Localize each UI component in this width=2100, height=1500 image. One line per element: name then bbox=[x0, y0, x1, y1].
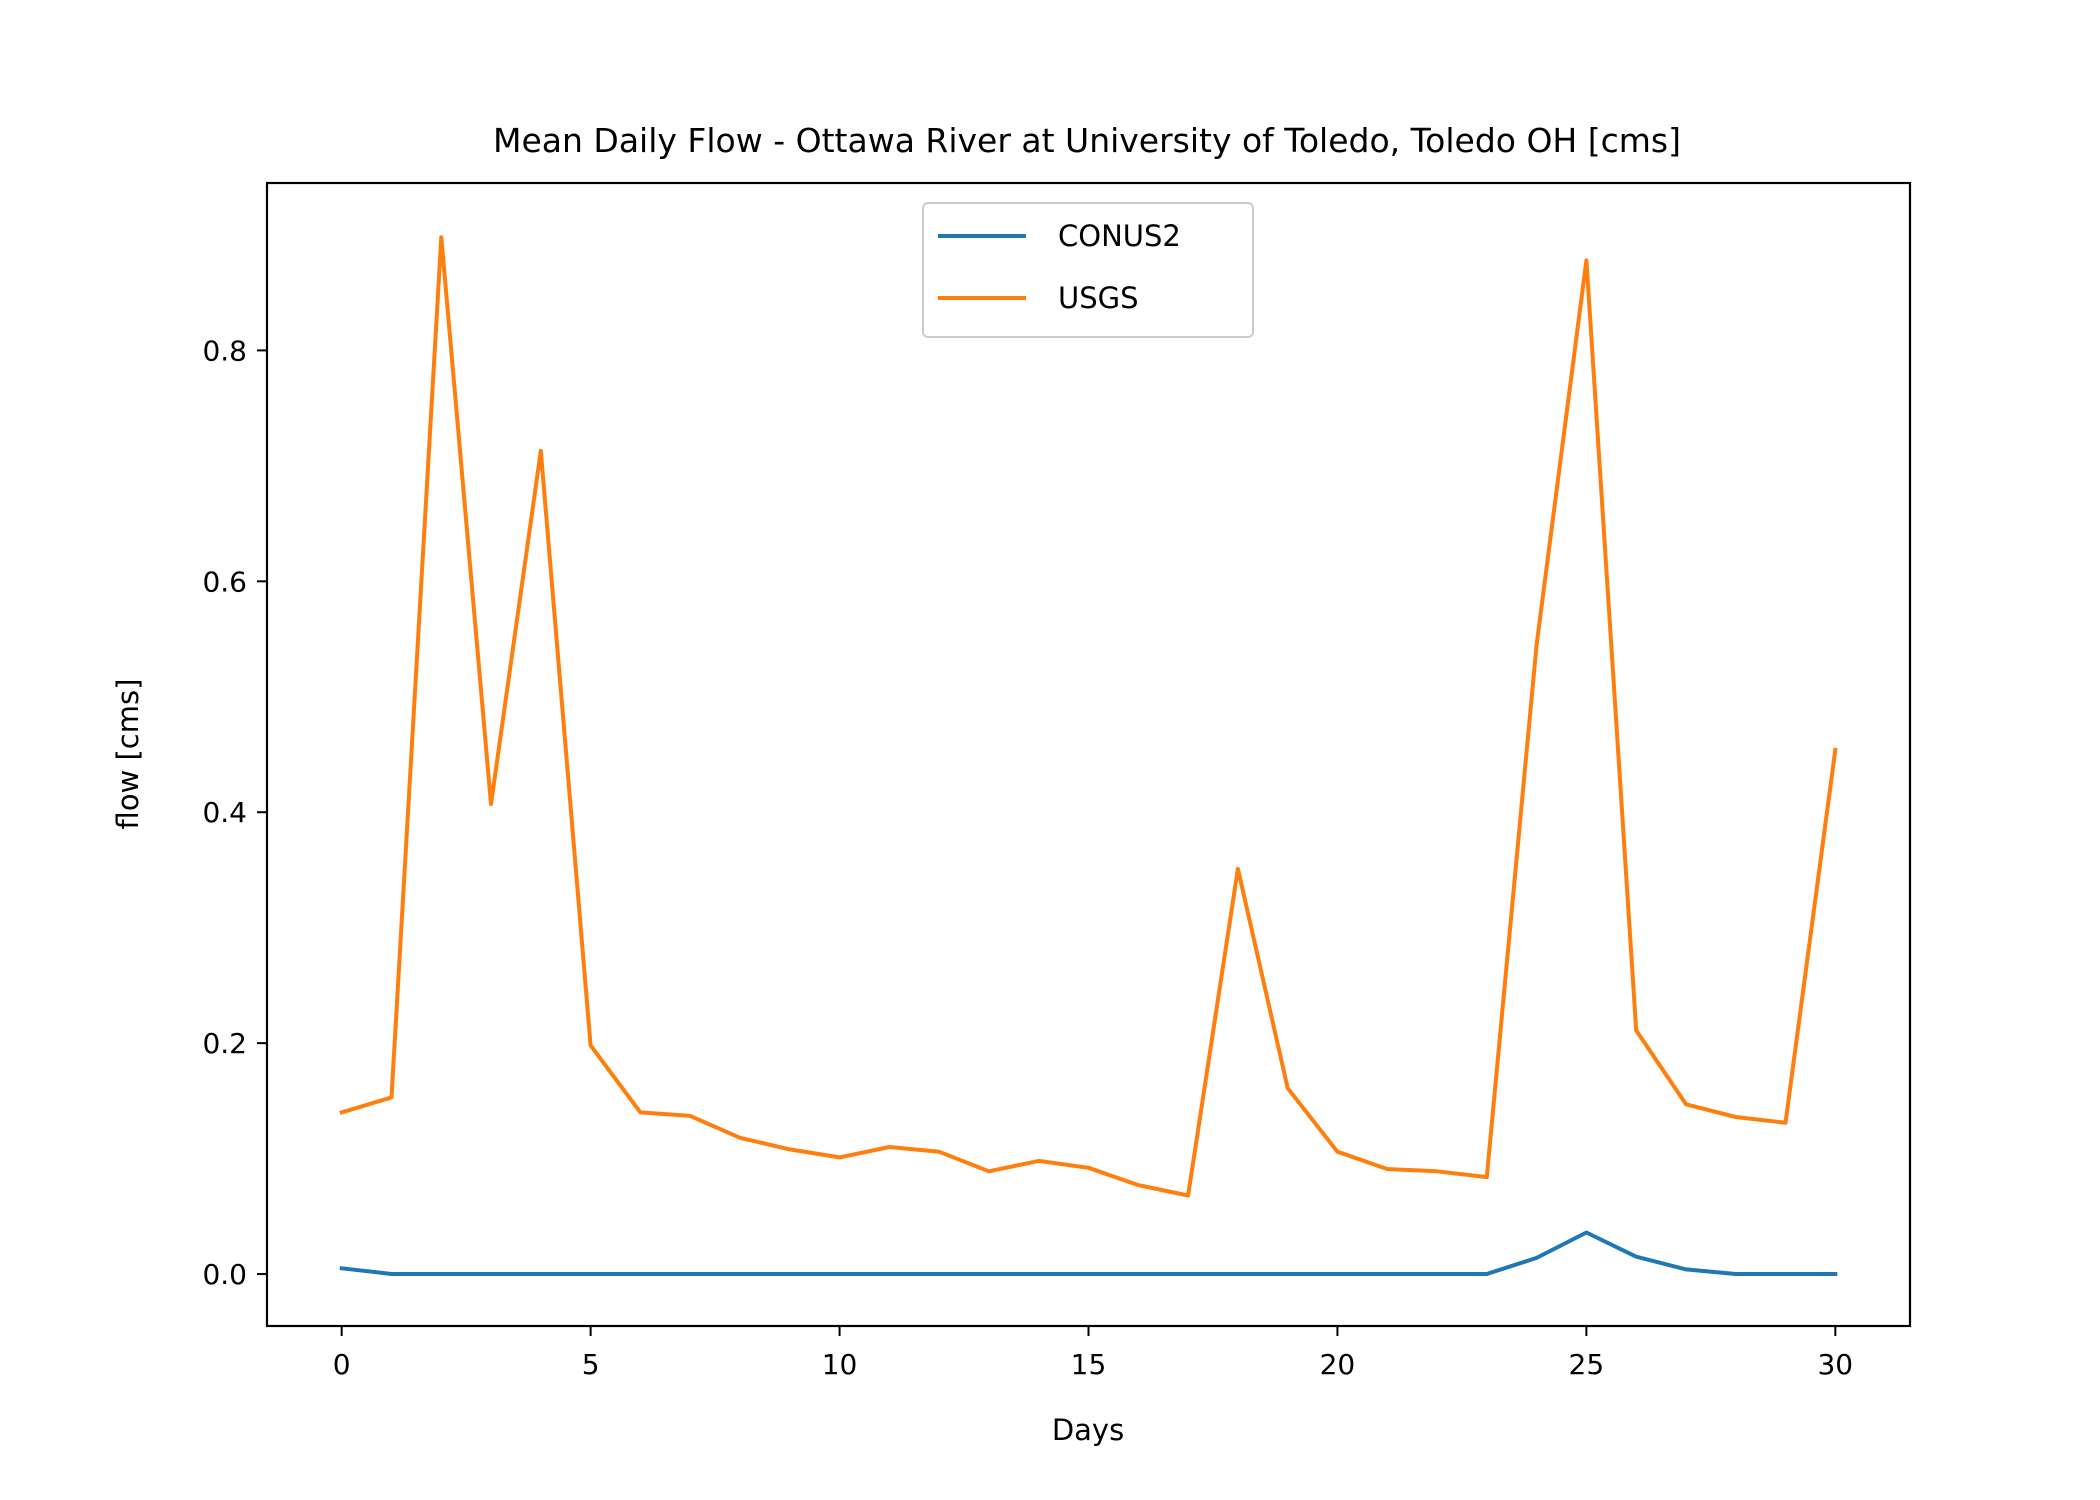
data-point-usgs-18 bbox=[1236, 867, 1240, 871]
x-tick-label-20: 20 bbox=[1320, 1348, 1356, 1381]
data-point-conus2-14 bbox=[1037, 1272, 1041, 1276]
data-point-conus2-20 bbox=[1335, 1272, 1339, 1276]
data-point-usgs-8 bbox=[738, 1136, 742, 1140]
data-point-usgs-6 bbox=[638, 1110, 643, 1114]
data-point-usgs-1 bbox=[389, 1095, 394, 1099]
data-point-conus2-3 bbox=[489, 1272, 493, 1276]
data-point-conus2-13 bbox=[987, 1272, 991, 1276]
data-point-usgs-27 bbox=[1684, 1102, 1688, 1106]
data-point-usgs-15 bbox=[1086, 1166, 1091, 1170]
data-point-usgs-17 bbox=[1186, 1193, 1190, 1198]
axes-frame bbox=[265, 181, 1912, 1328]
data-point-conus2-21 bbox=[1385, 1272, 1389, 1276]
legend-label-usgs: USGS bbox=[1058, 281, 1139, 315]
x-tick-label-25: 25 bbox=[1569, 1348, 1605, 1381]
data-point-conus2-9 bbox=[788, 1272, 792, 1276]
data-point-usgs-23 bbox=[1485, 1175, 1489, 1179]
series-line-usgs bbox=[339, 235, 1838, 1198]
data-point-conus2-1 bbox=[389, 1272, 394, 1276]
y-tick-label-0-8: 0.8 bbox=[202, 334, 247, 367]
data-point-usgs-25 bbox=[1584, 258, 1588, 262]
data-point-usgs-19 bbox=[1286, 1086, 1290, 1090]
data-point-usgs-24 bbox=[1535, 643, 1539, 647]
y-tick-label-0-6: 0.6 bbox=[202, 565, 247, 598]
data-point-conus2-27 bbox=[1684, 1267, 1688, 1271]
data-point-usgs-26 bbox=[1634, 1028, 1638, 1032]
data-point-conus2-28 bbox=[1734, 1272, 1738, 1276]
data-point-conus2-17 bbox=[1186, 1272, 1190, 1276]
data-point-conus2-10 bbox=[838, 1272, 842, 1276]
data-point-conus2-18 bbox=[1236, 1272, 1240, 1276]
y-axis-label: flow [cms] bbox=[111, 679, 145, 830]
data-point-conus2-19 bbox=[1286, 1272, 1290, 1276]
data-point-conus2-0 bbox=[340, 1266, 344, 1270]
legend-label-conus2: CONUS2 bbox=[1058, 219, 1181, 253]
data-point-usgs-16 bbox=[1136, 1183, 1140, 1187]
data-point-usgs-22 bbox=[1435, 1169, 1439, 1173]
data-point-conus2-5 bbox=[589, 1272, 593, 1276]
data-point-usgs-4 bbox=[539, 449, 543, 453]
y-tick-label-0-4: 0.4 bbox=[202, 796, 247, 829]
data-point-usgs-9 bbox=[788, 1147, 792, 1151]
data-point-conus2-11 bbox=[887, 1272, 891, 1276]
x-tick-label-15: 15 bbox=[1071, 1348, 1107, 1381]
x-tick-label-5: 5 bbox=[582, 1348, 600, 1381]
chart-title: Mean Daily Flow - Ottawa River at Univer… bbox=[493, 121, 1681, 160]
data-point-conus2-7 bbox=[688, 1272, 692, 1276]
data-point-usgs-0 bbox=[340, 1110, 344, 1114]
data-point-usgs-12 bbox=[937, 1150, 941, 1154]
data-point-conus2-12 bbox=[937, 1272, 941, 1276]
data-point-conus2-6 bbox=[638, 1272, 643, 1276]
data-point-conus2-15 bbox=[1086, 1272, 1091, 1276]
data-point-usgs-14 bbox=[1037, 1159, 1041, 1163]
data-point-conus2-26 bbox=[1634, 1255, 1638, 1259]
x-axis-label: Days bbox=[1052, 1413, 1124, 1447]
x-tick-label-0: 0 bbox=[333, 1348, 351, 1381]
data-point-conus2-22 bbox=[1435, 1272, 1439, 1276]
data-point-usgs-10 bbox=[838, 1155, 842, 1159]
data-point-usgs-30 bbox=[1833, 748, 1837, 752]
data-point-usgs-11 bbox=[887, 1145, 891, 1149]
data-point-conus2-24 bbox=[1535, 1256, 1539, 1260]
data-point-usgs-29 bbox=[1783, 1121, 1788, 1125]
data-point-usgs-21 bbox=[1385, 1167, 1389, 1171]
data-point-conus2-30 bbox=[1833, 1272, 1837, 1276]
legend: CONUS2 USGS bbox=[922, 202, 1254, 338]
series-line-conus2 bbox=[339, 1230, 1838, 1276]
data-point-usgs-5 bbox=[589, 1043, 593, 1047]
data-point-conus2-8 bbox=[738, 1272, 742, 1276]
y-tick-label-0: 0.0 bbox=[202, 1258, 247, 1291]
x-tick-label-10: 10 bbox=[822, 1348, 858, 1381]
data-point-usgs-20 bbox=[1335, 1150, 1339, 1154]
data-point-conus2-16 bbox=[1136, 1272, 1140, 1276]
data-point-conus2-4 bbox=[539, 1272, 543, 1276]
data-point-usgs-3 bbox=[489, 802, 493, 806]
data-point-conus2-25 bbox=[1584, 1230, 1588, 1235]
data-point-conus2-29 bbox=[1783, 1272, 1788, 1276]
data-point-usgs-2 bbox=[439, 235, 443, 239]
data-point-usgs-7 bbox=[688, 1114, 692, 1118]
data-point-conus2-23 bbox=[1485, 1272, 1489, 1276]
x-tick-label-30: 30 bbox=[1817, 1348, 1853, 1381]
y-tick-label-0-2: 0.2 bbox=[202, 1027, 247, 1060]
data-point-usgs-13 bbox=[987, 1169, 991, 1173]
data-point-conus2-2 bbox=[439, 1272, 443, 1276]
data-point-usgs-28 bbox=[1734, 1115, 1738, 1119]
